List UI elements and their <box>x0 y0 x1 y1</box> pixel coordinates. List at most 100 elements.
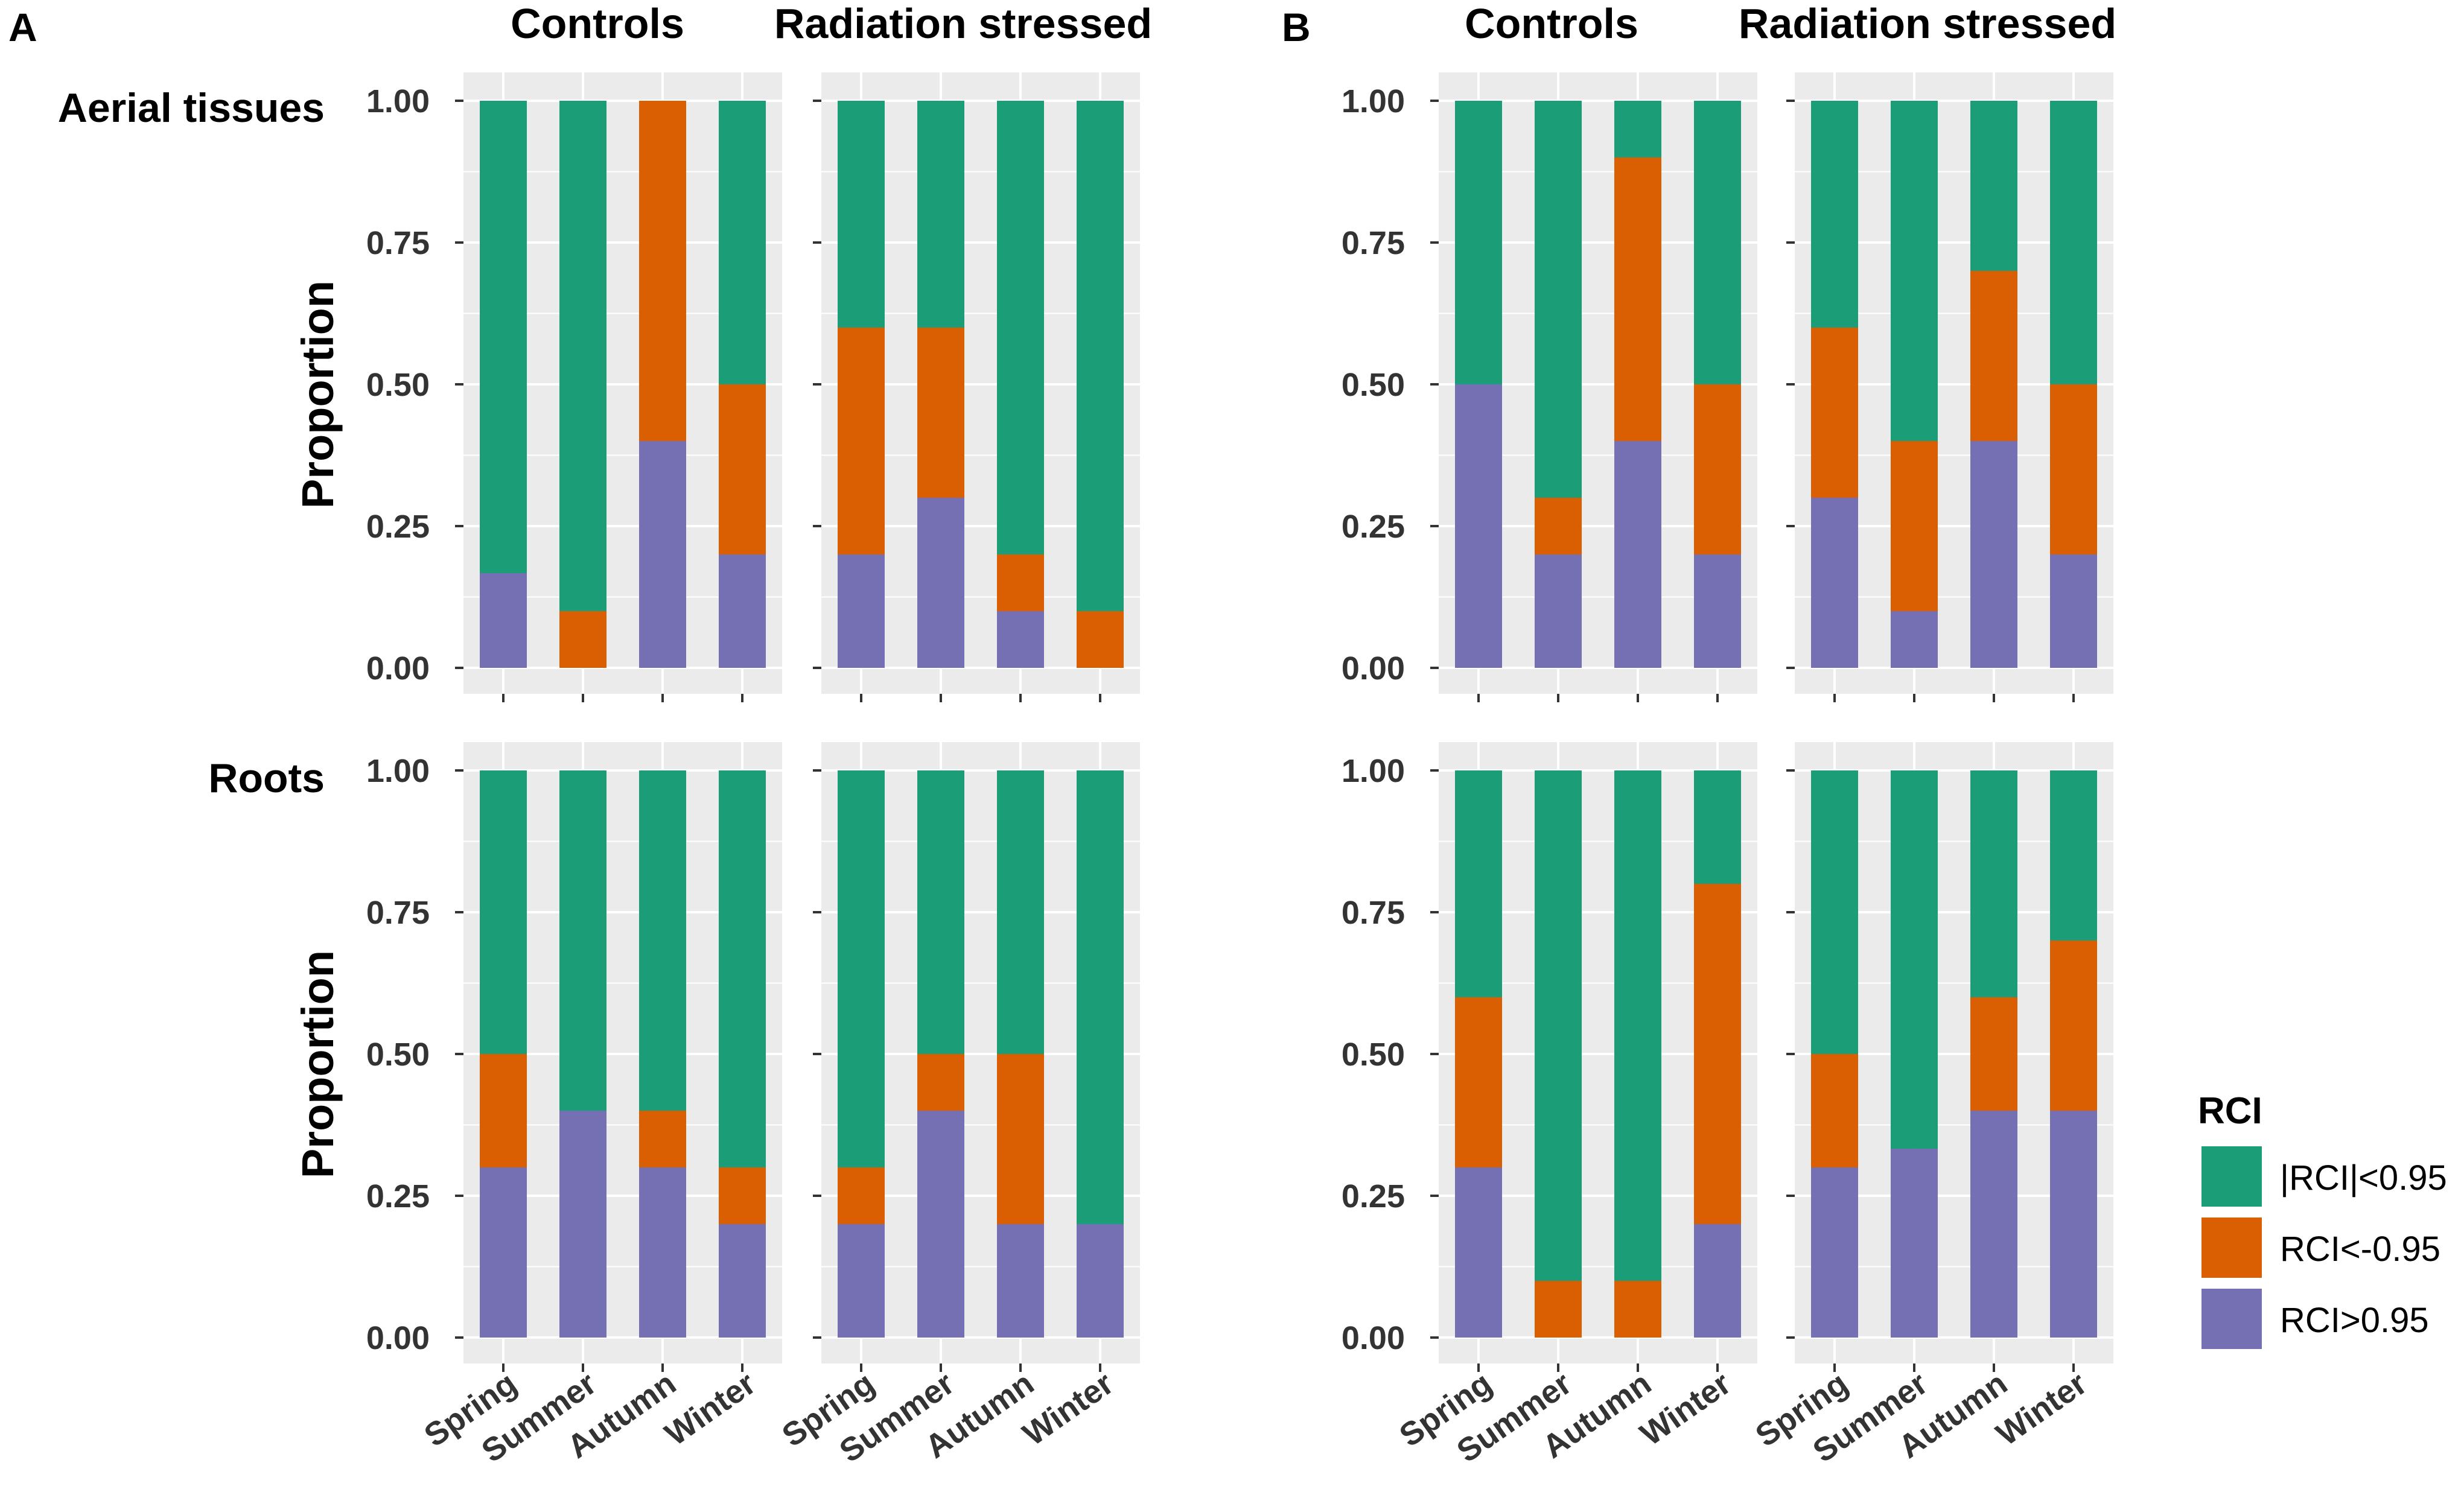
y-tick-label: 0.25 <box>366 1178 430 1214</box>
bar-segment-summer-rci-0-95 <box>917 1054 964 1111</box>
bar-segment-spring-rci-0-95 <box>480 770 527 1054</box>
legend-items: |RCI|<0.95 RCI<-0.95 RCI>0.95 <box>2201 1146 2447 1349</box>
bar-segment-autumn-rci-0-95 <box>1970 997 2017 1111</box>
bar-segment-autumn-rci-0-95 <box>639 1167 686 1338</box>
x-tick-label-winter: Winter <box>1634 1365 1737 1453</box>
bar-segment-summer-rci-0-95 <box>559 1111 606 1338</box>
y-tick-label: 0.25 <box>1342 1178 1405 1214</box>
y-axis-title-panel-a-top: Proportion <box>293 281 343 509</box>
bar-segment-summer-rci-0-95 <box>917 101 964 328</box>
bar-segment-winter-rci-0-95 <box>2050 1111 2097 1338</box>
bar-segment-summer-rci-0-95 <box>1535 554 1582 668</box>
bar-segment-winter-rci-0-95 <box>1694 101 1741 384</box>
x-tick-label-winter: Winter <box>658 1365 762 1453</box>
bar-segment-winter-rci-0-95 <box>1694 884 1741 1224</box>
bar-segment-winter-rci-0-95 <box>1694 770 1741 884</box>
bar-segment-spring-rci-0-95 <box>1455 997 1502 1167</box>
column-header-radiation-a: Radiation stressed <box>774 0 1152 47</box>
row-label-roots: Roots <box>208 755 325 801</box>
bar-segment-spring-rci-0-95 <box>1455 384 1502 668</box>
bar-segment-autumn-rci-0-95 <box>639 1111 686 1167</box>
bar-segment-autumn-rci-0-95 <box>997 611 1044 668</box>
bar-segment-autumn-rci-0-95 <box>997 1054 1044 1224</box>
panel-b-aerial-tissues-controls: 0.00 0.25 0.50 0.75 1.00 <box>1342 72 1757 702</box>
y-tick-label: 0.50 <box>1342 1036 1405 1073</box>
bar-segment-winter-rci-0-95 <box>719 554 766 668</box>
legend-swatch-rci-0-95 <box>2201 1146 2262 1207</box>
y-tick-label: 0.25 <box>1342 509 1405 545</box>
panel-label-b: B <box>1282 5 1311 49</box>
legend-title: RCI <box>2198 1090 2262 1132</box>
row-label-aerial-tissues: Aerial tissues <box>58 85 325 131</box>
bar-segment-spring-rci-0-95 <box>1811 328 1858 498</box>
y-tick-label: 0.25 <box>366 509 430 545</box>
bar-segment-spring-rci-0-95 <box>838 101 885 328</box>
column-header-controls-a: Controls <box>511 0 684 47</box>
bar-segment-spring-rci-0-95 <box>838 1167 885 1224</box>
bar-segment-winter-rci-0-95 <box>719 1167 766 1224</box>
x-tick-label-winter: Winter <box>1016 1365 1120 1453</box>
bar-segment-spring-rci-0-95 <box>838 554 885 668</box>
bar-segment-spring-rci-0-95 <box>480 1054 527 1167</box>
bar-segment-spring-rci-0-95 <box>1455 770 1502 997</box>
bar-segment-winter-rci-0-95 <box>1077 1224 1124 1338</box>
bar-segment-summer-rci-0-95 <box>917 1111 964 1338</box>
bar-segment-autumn-rci-0-95 <box>1970 101 2017 271</box>
bar-segment-summer-rci-0-95 <box>917 770 964 1054</box>
y-tick-label: 1.00 <box>1342 83 1405 119</box>
bar-segment-summer-rci-0-95 <box>917 328 964 498</box>
bar-segment-winter-rci-0-95 <box>1694 384 1741 554</box>
y-tick-label: 0.00 <box>1342 1320 1405 1356</box>
column-header-radiation-b: Radiation stressed <box>1739 0 2116 47</box>
bar-segment-spring-rci-0-95 <box>838 770 885 1167</box>
bar-segment-autumn-rci-0-95 <box>1614 770 1661 1281</box>
bar-segment-summer-rci-0-95 <box>1535 770 1582 1281</box>
bar-segment-autumn-rci-0-95 <box>639 441 686 668</box>
bar-segment-autumn-rci-0-95 <box>997 770 1044 1054</box>
legend-swatch-rci-0-95 <box>2201 1289 2262 1349</box>
bar-segment-summer-rci-0-95 <box>1535 498 1582 554</box>
bar-segment-autumn-rci-0-95 <box>1970 271 2017 441</box>
bar-segment-winter-rci-0-95 <box>2050 554 2097 668</box>
y-tick-label: 1.00 <box>366 753 430 789</box>
bar-segment-spring-rci-0-95 <box>838 1224 885 1338</box>
bar-segment-winter-rci-0-95 <box>1077 101 1124 611</box>
bar-segment-autumn-rci-0-95 <box>639 770 686 1111</box>
column-header-controls-b: Controls <box>1465 0 1638 47</box>
y-tick-label: 0.50 <box>366 367 430 403</box>
panel-a-aerial-tissues-controls: 0.00 0.25 0.50 0.75 1.00 <box>366 72 782 702</box>
panel-label-a: A <box>8 5 37 49</box>
bar-segment-spring-rci-0-95 <box>1455 101 1502 384</box>
bar-segment-autumn-rci-0-95 <box>1970 441 2017 668</box>
bar-segment-autumn-rci-0-95 <box>1970 1111 2017 1338</box>
bar-segment-summer-rci-0-95 <box>1891 101 1938 441</box>
panel-b-aerial-tissues-radiation-stressed <box>1786 72 2113 702</box>
y-tick-label: 0.75 <box>1342 225 1405 261</box>
bar-segment-summer-rci-0-95 <box>559 770 606 1111</box>
x-tick-label-winter: Winter <box>1990 1365 2093 1453</box>
y-tick-label: 0.50 <box>366 1036 430 1073</box>
bar-segment-spring-rci-0-95 <box>1811 498 1858 668</box>
bar-segment-summer-rci-0-95 <box>559 101 606 611</box>
bar-segment-summer-rci-0-95 <box>1535 101 1582 498</box>
bar-segment-autumn-rci-0-95 <box>1614 1281 1661 1338</box>
panel-a-roots-controls: SpringSummerAutumnWinter0.000.250.500.75… <box>366 742 782 1470</box>
bar-segment-autumn-rci-0-95 <box>1614 101 1661 157</box>
y-tick-label: 0.75 <box>1342 895 1405 931</box>
bar-segment-autumn-rci-0-95 <box>639 101 686 441</box>
bar-segment-winter-rci-0-95 <box>2050 384 2097 554</box>
y-tick-label: 0.00 <box>1342 650 1405 687</box>
bar-segment-winter-rci-0-95 <box>719 384 766 554</box>
bar-segment-spring-rci-0-95 <box>838 328 885 554</box>
bar-segment-summer-rci-0-95 <box>1891 1148 1938 1338</box>
bar-segment-autumn-rci-0-95 <box>1614 441 1661 668</box>
bar-segment-winter-rci-0-95 <box>2050 101 2097 384</box>
bar-segment-summer-rci-0-95 <box>1891 770 1938 1149</box>
bar-segment-spring-rci-0-95 <box>1811 770 1858 1054</box>
panel-b-roots-controls: SpringSummerAutumnWinter0.000.250.500.75… <box>1342 742 1757 1470</box>
bar-segment-spring-rci-0-95 <box>1811 1054 1858 1167</box>
bar-segment-winter-rci-0-95 <box>1694 1224 1741 1338</box>
bar-segment-autumn-rci-0-95 <box>1614 157 1661 441</box>
